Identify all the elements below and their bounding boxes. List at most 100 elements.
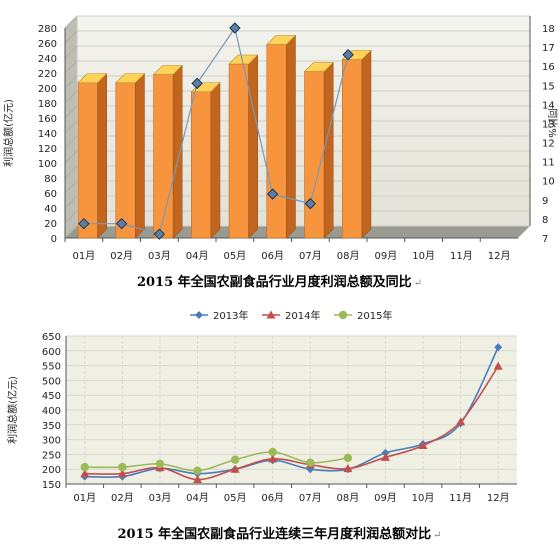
y-tick-label: 0 <box>51 234 57 245</box>
bar-side <box>135 73 145 239</box>
series-point <box>268 454 278 463</box>
bar <box>341 49 372 239</box>
y2-tick-label: 17 <box>542 43 555 54</box>
gridline-diagonal <box>64 60 78 74</box>
y-tick-label: 40 <box>44 204 57 215</box>
y-tick-label: 240 <box>38 54 57 65</box>
yoy-point <box>304 197 317 210</box>
series-point <box>380 452 390 461</box>
series-point <box>117 469 127 478</box>
bar-front <box>342 59 363 239</box>
series-point <box>418 441 428 450</box>
y-tick-label: 280 <box>38 24 57 35</box>
x-tick-label: 10月 <box>412 250 435 262</box>
x-tick-label: 02月 <box>110 250 133 262</box>
bar-top <box>115 73 146 84</box>
x-tick-label: 12月 <box>487 492 510 504</box>
y-tick-label: 450 <box>42 391 61 402</box>
y2-tick-label: 7 <box>542 234 548 245</box>
series-point <box>266 310 276 319</box>
y-tick-label: 80 <box>44 174 57 185</box>
bar <box>152 64 183 239</box>
x-tick-label: 07月 <box>299 250 322 262</box>
chart-2-caption: 2015 年全国农副食品行业连续三年月度利润总额对比 ↵ <box>117 527 442 542</box>
yoy-point <box>115 217 128 230</box>
y-tick-label: 150 <box>42 480 61 491</box>
bar-front <box>153 74 174 239</box>
series-point <box>493 361 503 370</box>
x-tick-label: 09月 <box>375 250 398 262</box>
yoy-line <box>83 26 349 235</box>
y-tick-label: 250 <box>42 450 61 461</box>
bar-top <box>303 62 334 72</box>
gridline-diagonal <box>64 225 78 239</box>
x-tick-label: 02月 <box>111 492 134 504</box>
bar-front <box>77 82 98 239</box>
legend-item: 2014年 <box>262 309 320 322</box>
x-tick-label: 11月 <box>449 492 472 504</box>
series-point <box>343 453 353 463</box>
bar-top <box>152 65 183 75</box>
x-tick-label: 01月 <box>73 250 96 262</box>
y-tick-label: 650 <box>42 332 61 343</box>
y-tick-label: 120 <box>38 144 57 155</box>
x-tick-label: 04月 <box>186 250 209 262</box>
legend-item: 2013年 <box>190 309 248 322</box>
series-point <box>80 462 89 472</box>
gridline-diagonal <box>64 180 78 194</box>
x-tick-label: 04月 <box>186 492 209 504</box>
gridline-diagonal <box>64 75 78 89</box>
y2-tick-label: 13 <box>542 119 555 130</box>
bar-top <box>77 73 108 84</box>
y-tick-label: 20 <box>44 219 57 230</box>
bar <box>266 34 297 239</box>
chart-1-caption: 2015 年全国农副食品行业月度利润总额及同比 ↵ <box>136 275 423 290</box>
bar-side <box>248 54 258 239</box>
x-tick-label: 11月 <box>450 250 473 262</box>
legend-item: 2015年 <box>334 309 392 322</box>
y-tick-label: 60 <box>44 189 57 200</box>
series-point <box>338 310 348 320</box>
bar-front <box>304 71 325 239</box>
y-tick-label: 350 <box>42 421 61 432</box>
y2-axis-title: 同比% <box>546 108 558 138</box>
bar-front <box>191 91 212 239</box>
y-tick-label: 400 <box>42 406 61 417</box>
y2-tick-label: 11 <box>542 158 555 169</box>
series-point <box>118 462 127 472</box>
series-point <box>193 466 202 475</box>
chart-1: 0 20 40 60 80 100 120 140 160 180 200 220 240 260 280 7… <box>2 15 558 262</box>
x-tick-label: 06月 <box>261 492 284 504</box>
y-tick-label: 200 <box>38 84 57 95</box>
y-tick-label: 100 <box>38 159 57 170</box>
series-point <box>230 464 240 473</box>
bar <box>228 54 259 239</box>
gridline-diagonal <box>64 30 78 44</box>
bar-side <box>97 73 107 239</box>
bar-front <box>228 63 249 239</box>
bar-side <box>172 64 183 239</box>
x-tick-label: 12月 <box>488 250 511 262</box>
bar-side <box>323 61 334 239</box>
x-tick-label: 07月 <box>299 492 322 504</box>
series-point <box>494 343 503 352</box>
gridline-diagonal <box>64 210 78 224</box>
gridline-diagonal <box>64 120 78 134</box>
gridline-diagonal <box>64 90 78 104</box>
y-tick-label: 600 <box>42 347 61 358</box>
gridline-diagonal <box>64 45 78 59</box>
yoy-point <box>266 188 279 200</box>
gridline-diagonal <box>64 135 78 149</box>
gridline-diagonal <box>64 150 78 164</box>
yoy-point <box>78 217 90 230</box>
series-point <box>306 458 315 467</box>
series-point <box>195 311 203 319</box>
bar-top <box>266 35 297 45</box>
bar-front <box>115 82 136 239</box>
x-tick-label: 05月 <box>224 250 247 262</box>
x-tick-label: 08月 <box>337 492 360 504</box>
y-axis-title: 利润总额(亿元) <box>2 99 15 167</box>
bar <box>190 82 221 239</box>
yoy-point <box>153 228 166 240</box>
y2-tick-label: 15 <box>542 81 555 92</box>
